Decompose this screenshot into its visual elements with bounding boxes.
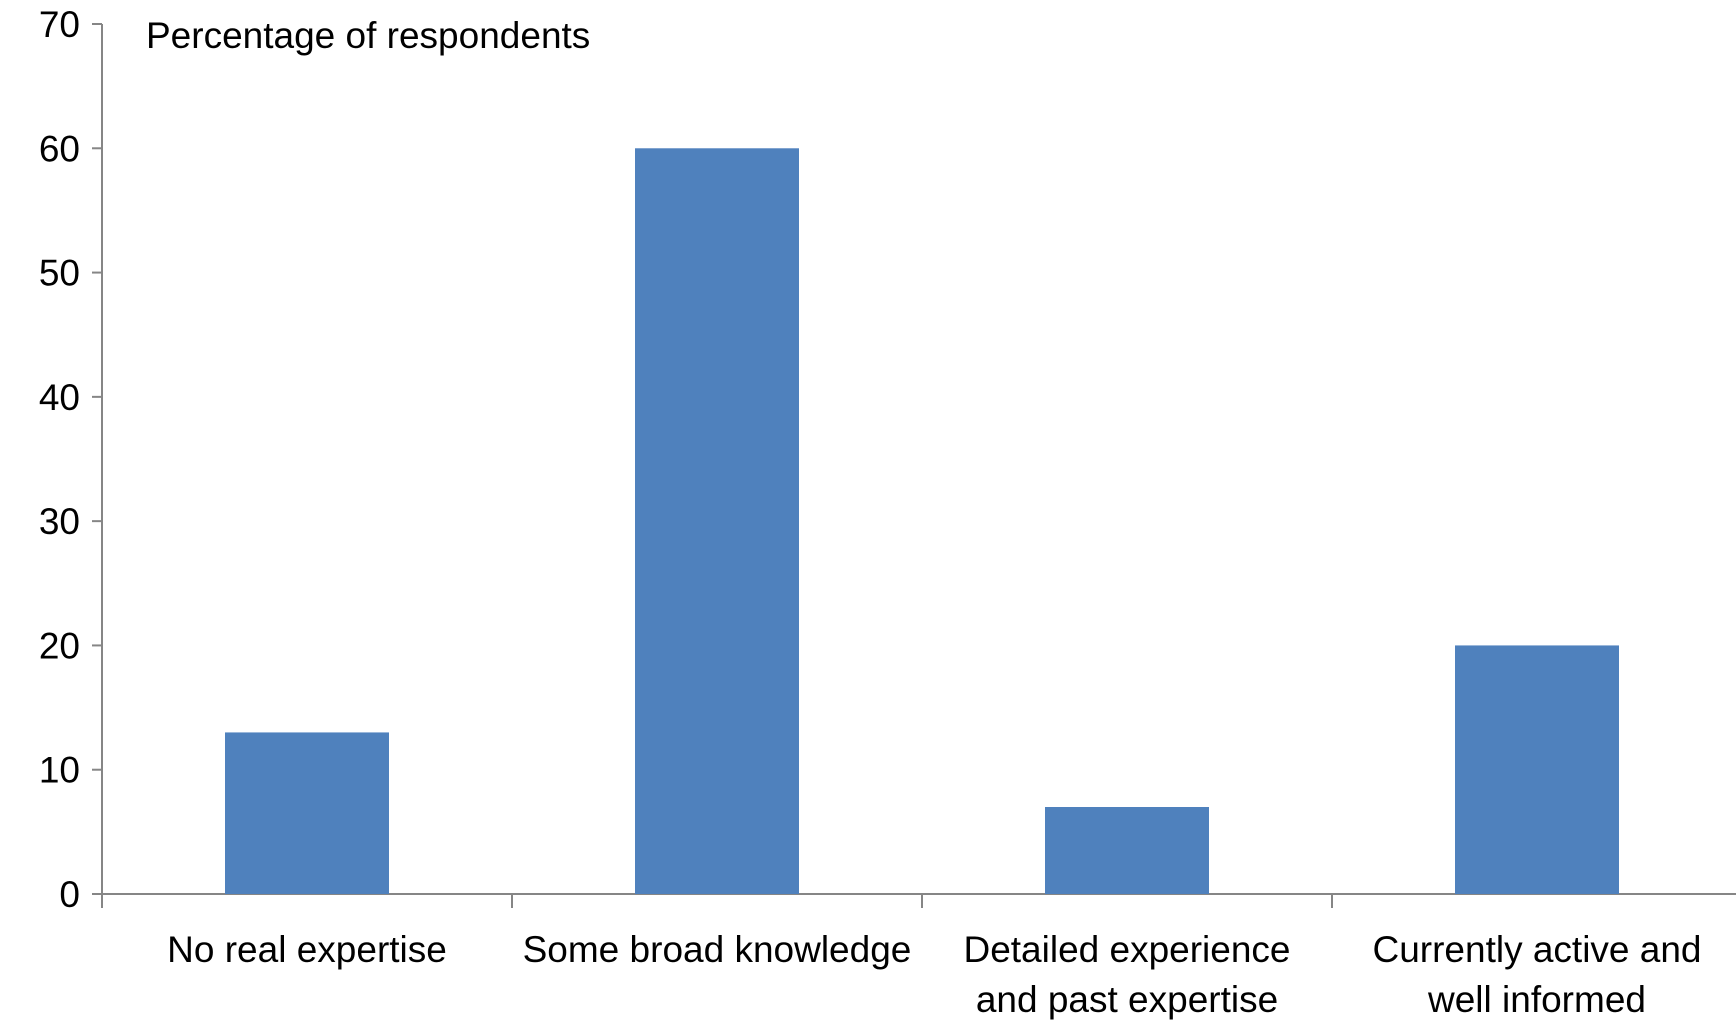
y-axis-tick-label: 70 — [39, 4, 80, 45]
x-axis-category-labels: No real expertise Some broad knowledge Det… — [167, 929, 1701, 1020]
y-axis-tick-label: 30 — [39, 501, 80, 542]
bar — [635, 148, 799, 895]
y-axis-tick-labels: 0 10 20 30 40 50 60 70 — [39, 4, 80, 915]
y-axis-tick-label: 50 — [39, 253, 80, 294]
y-axis-tick-label: 10 — [39, 750, 80, 791]
y-axis-tick-label: 60 — [39, 128, 80, 169]
chart-bars — [225, 148, 1619, 895]
bar — [1455, 645, 1619, 894]
x-axis-category-label: No real expertise — [167, 929, 447, 970]
bar — [225, 732, 389, 894]
y-axis-tick-label: 0 — [59, 874, 80, 915]
y-axis-tick-label: 20 — [39, 625, 80, 666]
x-axis-category-label: Some broad knowledge — [523, 929, 912, 970]
y-axis-tick-label: 40 — [39, 377, 80, 418]
x-axis-category-label: Detailed experience — [963, 929, 1290, 970]
x-axis-category-label: and past expertise — [976, 979, 1278, 1020]
x-axis-category-label: Currently active and — [1372, 929, 1701, 970]
x-axis-category-label: well informed — [1427, 979, 1646, 1020]
chart-title: Percentage of respondents — [146, 15, 590, 56]
bar — [1045, 807, 1209, 894]
